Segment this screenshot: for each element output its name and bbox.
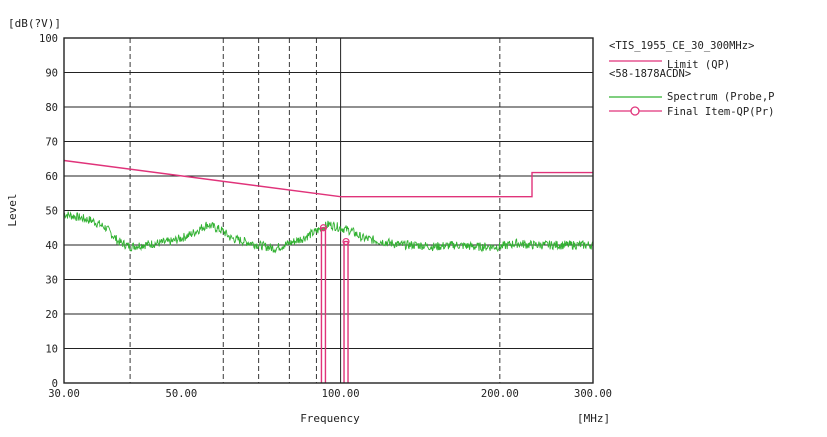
y-tick-label: 40 — [45, 240, 58, 252]
y-tick-label: 60 — [45, 171, 58, 183]
x-unit-label: [MHz] — [577, 412, 610, 425]
plot-frame — [63, 37, 594, 384]
legend-label-spectrum: Spectrum (Probe,P — [667, 91, 774, 103]
series-layer — [63, 159, 594, 383]
y-unit-label: [dB(?V)] — [8, 17, 61, 30]
legend-header-2: <58-1878ACDN> — [609, 68, 691, 80]
grid-layer — [64, 38, 593, 383]
y-tick-label: 80 — [45, 102, 58, 114]
y-tick-label: 30 — [45, 275, 58, 287]
final-item-point — [342, 237, 350, 246]
x-tick-label: 100.00 — [322, 388, 360, 400]
y-tick-label: 90 — [45, 68, 58, 80]
legend-header-1: <TIS_1955_CE_30_300MHz> — [609, 40, 754, 52]
y-axis-label: Level — [6, 193, 19, 226]
y-tick-label: 0 — [52, 378, 58, 390]
y-tick-label: 20 — [45, 309, 58, 321]
x-tick-label: 50.00 — [166, 388, 198, 400]
legend: <TIS_1955_CE_30_300MHz> Limit (QP) <58-1… — [609, 40, 774, 118]
spectrum-trace — [63, 211, 594, 318]
legend-circle-marker-icon — [630, 106, 640, 116]
limit-line — [63, 159, 593, 198]
x-tick-label: 200.00 — [481, 388, 519, 400]
legend-label-final: Final Item-QP(Pr) — [667, 106, 774, 118]
x-axis-label: Frequency — [300, 412, 360, 425]
y-tick-label: 70 — [45, 137, 58, 149]
y-tick-label: 10 — [45, 344, 58, 356]
y-tick-label: 100 — [39, 33, 58, 45]
final-item-point — [319, 224, 328, 232]
x-tick-label: 300.00 — [574, 388, 612, 400]
x-tick-label: 30.00 — [48, 388, 80, 400]
tick-layer: 0 10 20 30 40 50 60 70 80 90 100 30.00 50.00 100.00 20… — [39, 33, 612, 400]
y-tick-label: 50 — [45, 206, 58, 218]
legend-label-limit: Limit (QP) — [667, 59, 730, 71]
